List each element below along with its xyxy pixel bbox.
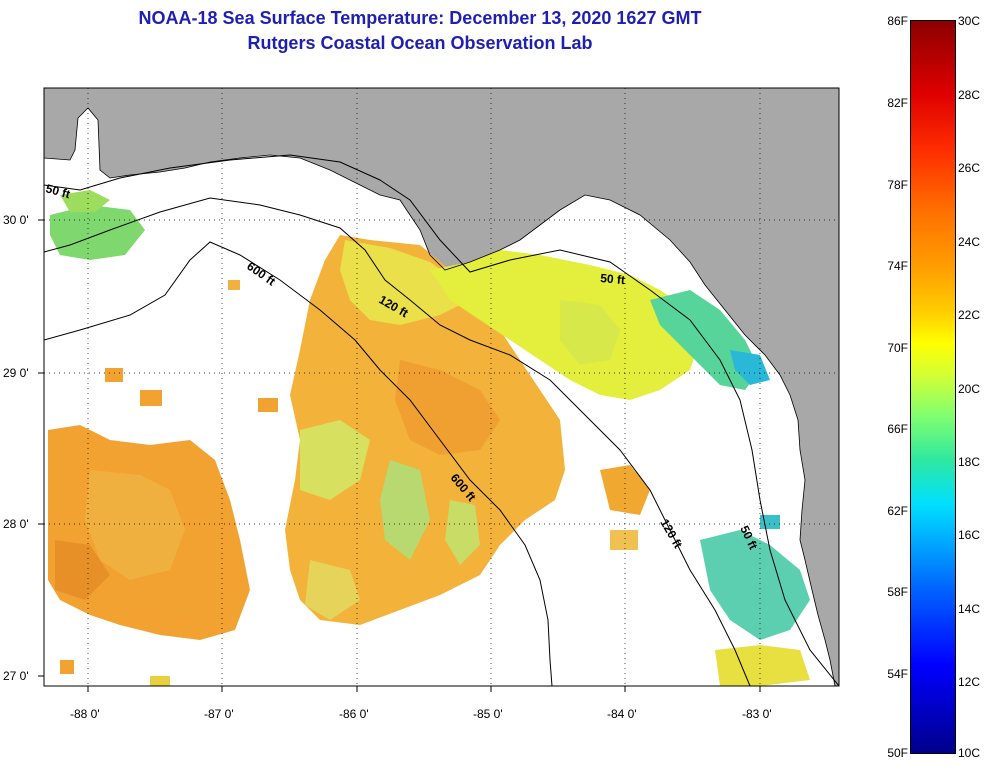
land-mass bbox=[44, 88, 839, 686]
colorbar-c-label: 10C bbox=[958, 746, 981, 760]
contour-120ft bbox=[44, 197, 751, 686]
sst-data-layer bbox=[48, 190, 810, 686]
colorbar-c-label: 20C bbox=[958, 382, 981, 396]
plot-frame bbox=[43, 87, 840, 687]
lon-label: -87 0' bbox=[204, 707, 234, 721]
colorbar-f-label: 82F bbox=[887, 96, 908, 110]
colorbar-f-label: 74F bbox=[887, 259, 908, 273]
colorbar-f-label: 62F bbox=[887, 504, 908, 518]
lat-label: 28 0' bbox=[3, 517, 29, 531]
axis-ticks bbox=[38, 219, 761, 692]
map-subtitle: Rutgers Coastal Ocean Observation Lab bbox=[247, 33, 593, 53]
lat-label: 30 0' bbox=[3, 213, 29, 227]
contour-50ft bbox=[44, 154, 839, 686]
map-title: NOAA-18 Sea Surface Temperature: Decembe… bbox=[138, 8, 702, 28]
colorbar-c-label: 26C bbox=[958, 161, 981, 175]
colorbar-c-label: 24C bbox=[958, 235, 981, 249]
colorbar-c-label: 14C bbox=[958, 602, 981, 616]
colorbar-c-label: 22C bbox=[958, 308, 981, 322]
lon-label: -83 0' bbox=[742, 707, 772, 721]
contour-label: 50 ft bbox=[44, 181, 71, 201]
temperature-colorbar bbox=[910, 20, 956, 754]
colorbar-c-label: 30C bbox=[958, 14, 981, 28]
colorbar-c-label: 12C bbox=[958, 675, 981, 689]
colorbar-f-label: 70F bbox=[887, 341, 908, 355]
colorbar-c-label: 28C bbox=[958, 88, 981, 102]
contour-600ft bbox=[44, 241, 553, 686]
colorbar-f-label: 66F bbox=[887, 422, 908, 436]
lon-label: -88 0' bbox=[70, 707, 100, 721]
lon-label: -86 0' bbox=[339, 707, 369, 721]
colorbar-c-label: 18C bbox=[958, 455, 981, 469]
lon-label: -84 0' bbox=[607, 707, 637, 721]
colorbar-f-label: 78F bbox=[887, 178, 908, 192]
colorbar-f-label: 50F bbox=[887, 746, 908, 760]
colorbar-f-label: 86F bbox=[887, 14, 908, 28]
colorbar-f-label: 54F bbox=[887, 667, 908, 681]
lat-label: 27 0' bbox=[3, 669, 29, 683]
lon-label: -85 0' bbox=[473, 707, 503, 721]
colorbar-c-label: 16C bbox=[958, 528, 981, 542]
lat-label: 29 0' bbox=[3, 366, 29, 380]
colorbar-f-label: 58F bbox=[887, 585, 908, 599]
contour-label: 50 ft bbox=[600, 271, 626, 287]
